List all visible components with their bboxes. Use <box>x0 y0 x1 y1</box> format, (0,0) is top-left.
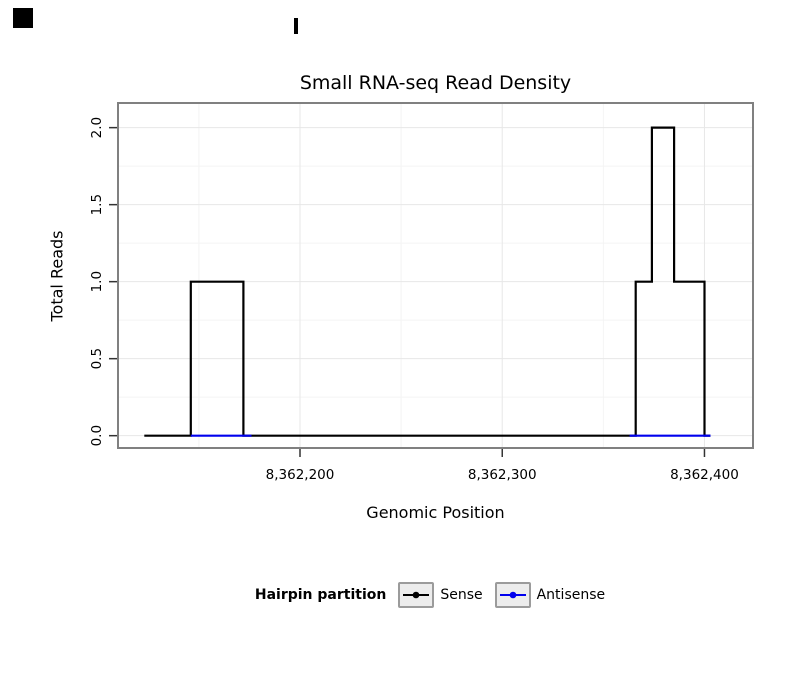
crop-mark-square <box>13 8 33 28</box>
legend-entry-antisense: Antisense <box>494 582 606 608</box>
legend-label-sense: Sense <box>440 587 483 603</box>
series-line-sense <box>144 126 711 437</box>
legend: Hairpin partition Sense Antisense <box>0 582 810 608</box>
legend-key-antisense <box>494 582 531 608</box>
y-tick-label: 2.0 <box>89 117 105 138</box>
chart-title: Small RNA-seq Read Density <box>299 72 572 94</box>
panel-background <box>118 103 753 448</box>
sense-line-icon <box>403 591 430 599</box>
x-axis-label: Genomic Position <box>366 503 505 522</box>
legend-entry-sense: Sense <box>398 582 483 608</box>
legend-label-antisense: Antisense <box>536 587 606 603</box>
x-tick-label: 8,362,200 <box>266 467 335 483</box>
crop-mark-tick <box>294 18 298 34</box>
y-tick-label: 1.5 <box>89 194 105 215</box>
panel-border <box>117 102 754 449</box>
x-tick-label: 8,362,400 <box>670 467 739 483</box>
y-tick-label: 1.0 <box>89 271 105 292</box>
legend-key-sense <box>398 582 435 608</box>
legend-title: Hairpin partition <box>254 587 387 603</box>
y-tick-label: 0.0 <box>89 425 105 446</box>
y-tick-label: 0.5 <box>89 348 105 369</box>
antisense-line-icon <box>499 591 526 599</box>
x-tick-label: 8,362,300 <box>468 467 537 483</box>
